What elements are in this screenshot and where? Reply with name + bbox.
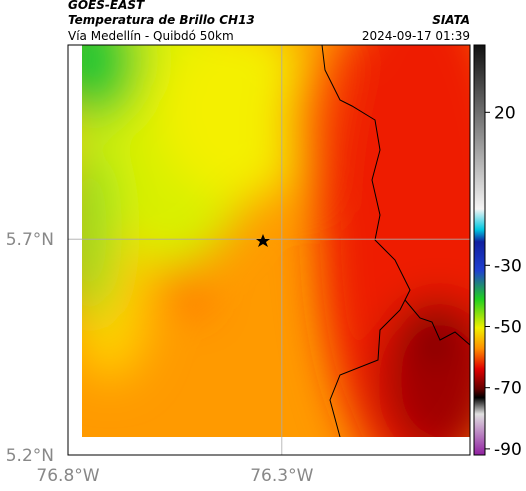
x-tick-label: 76.8°W bbox=[36, 466, 99, 486]
y-tick-label: 5.2°N bbox=[6, 446, 54, 466]
y-tick-label: 5.7°N bbox=[6, 230, 54, 250]
timestamp: 2024-09-17 01:39 bbox=[362, 29, 470, 43]
colorbar-tick-label: 20 bbox=[494, 103, 516, 123]
agency: SIATA bbox=[432, 13, 470, 27]
subtitle: Vía Medellín - Quibdó 50km bbox=[68, 29, 234, 43]
colorbar-tick-label: -90 bbox=[494, 440, 522, 460]
satellite-image bbox=[82, 45, 470, 437]
axes: 76.8°W 76.3°W 5.2°N 5.7°N 20 -30 -50 -70 -90 bbox=[6, 103, 522, 486]
title: Temperatura de Brillo CH13 bbox=[68, 13, 255, 27]
colorbar bbox=[473, 44, 486, 456]
x-tick-label: 76.3°W bbox=[250, 466, 313, 486]
source: GOES-EAST bbox=[68, 0, 145, 12]
map-frame bbox=[67, 44, 471, 456]
colorbar-tick-label: -70 bbox=[494, 379, 522, 399]
location-marker bbox=[256, 234, 270, 247]
colorbar-tick-label: -30 bbox=[494, 256, 522, 276]
colorbar-tick-label: -50 bbox=[494, 317, 522, 337]
